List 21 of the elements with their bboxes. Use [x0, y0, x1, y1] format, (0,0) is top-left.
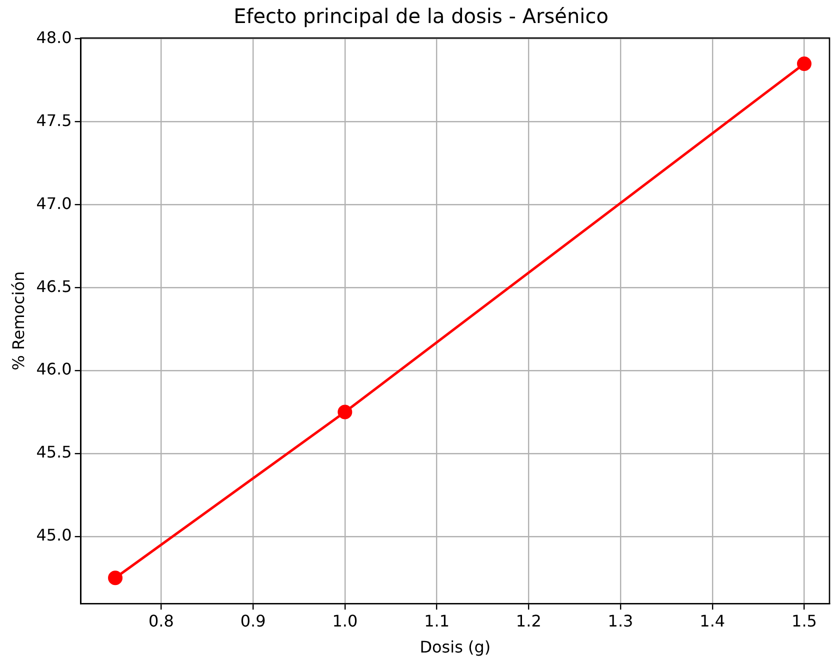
point — [796, 56, 812, 71]
y-tick-label: 47.0 — [36, 194, 72, 213]
chart-title: Efecto principal de la dosis - Arsénico — [234, 4, 608, 28]
x-axis-title: Dosis (g) — [420, 638, 491, 657]
y-tick-label: 46.0 — [36, 360, 72, 379]
y-tick-label: 46.5 — [36, 276, 72, 296]
x-tick-label: 1.1 — [424, 611, 450, 630]
y-tick-label: 45.5 — [36, 442, 72, 462]
x-tick-label: 1.0 — [332, 611, 358, 630]
y-axis-title: % Remoción — [8, 271, 28, 370]
y-tick-label: 47.5 — [36, 110, 72, 130]
point — [338, 404, 352, 420]
y-tick-label: 45.0 — [36, 526, 72, 545]
x-tick-label: 0.8 — [148, 611, 174, 630]
x-tick-label: 1.5 — [792, 611, 817, 630]
point — [108, 570, 123, 586]
x-tick-label: 1.4 — [700, 611, 726, 630]
x-tick-label: 1.2 — [516, 611, 542, 630]
y-tick-label: 48.0 — [36, 28, 72, 47]
x-tick-label: 1.3 — [608, 611, 634, 630]
x-tick-label: 0.9 — [240, 611, 266, 630]
